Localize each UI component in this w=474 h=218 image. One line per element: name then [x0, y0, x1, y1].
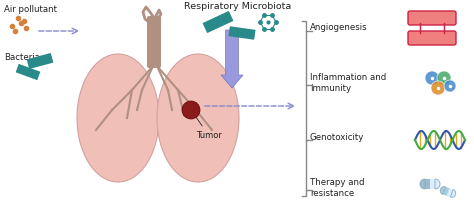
FancyBboxPatch shape [408, 11, 456, 25]
Text: Angiogenesis: Angiogenesis [310, 24, 368, 32]
Circle shape [444, 80, 456, 92]
FancyBboxPatch shape [16, 64, 40, 80]
Wedge shape [435, 179, 440, 189]
Circle shape [431, 81, 445, 95]
Wedge shape [440, 187, 446, 194]
Ellipse shape [157, 54, 239, 182]
Text: Genotoxicity: Genotoxicity [310, 133, 365, 143]
Text: Air pollutant: Air pollutant [4, 5, 57, 14]
FancyBboxPatch shape [203, 11, 233, 33]
Text: Respiratory Microbiota: Respiratory Microbiota [184, 2, 292, 11]
Circle shape [182, 101, 200, 119]
Text: Bacteria: Bacteria [4, 53, 40, 62]
Ellipse shape [77, 54, 159, 182]
FancyBboxPatch shape [228, 26, 255, 40]
Bar [425, 179, 435, 189]
Text: Inflammation and
Immunity: Inflammation and Immunity [310, 73, 386, 93]
Text: Tumor: Tumor [192, 112, 222, 140]
Text: Therapy and
resistance: Therapy and resistance [310, 178, 365, 198]
Circle shape [425, 71, 439, 85]
FancyBboxPatch shape [408, 31, 456, 45]
FancyBboxPatch shape [147, 16, 161, 68]
Wedge shape [450, 190, 456, 197]
Bar [443, 187, 453, 197]
Wedge shape [420, 179, 425, 189]
FancyBboxPatch shape [27, 53, 53, 69]
Bar [447, 188, 453, 197]
Circle shape [437, 71, 451, 85]
Bar [430, 179, 435, 189]
FancyArrow shape [221, 30, 243, 88]
